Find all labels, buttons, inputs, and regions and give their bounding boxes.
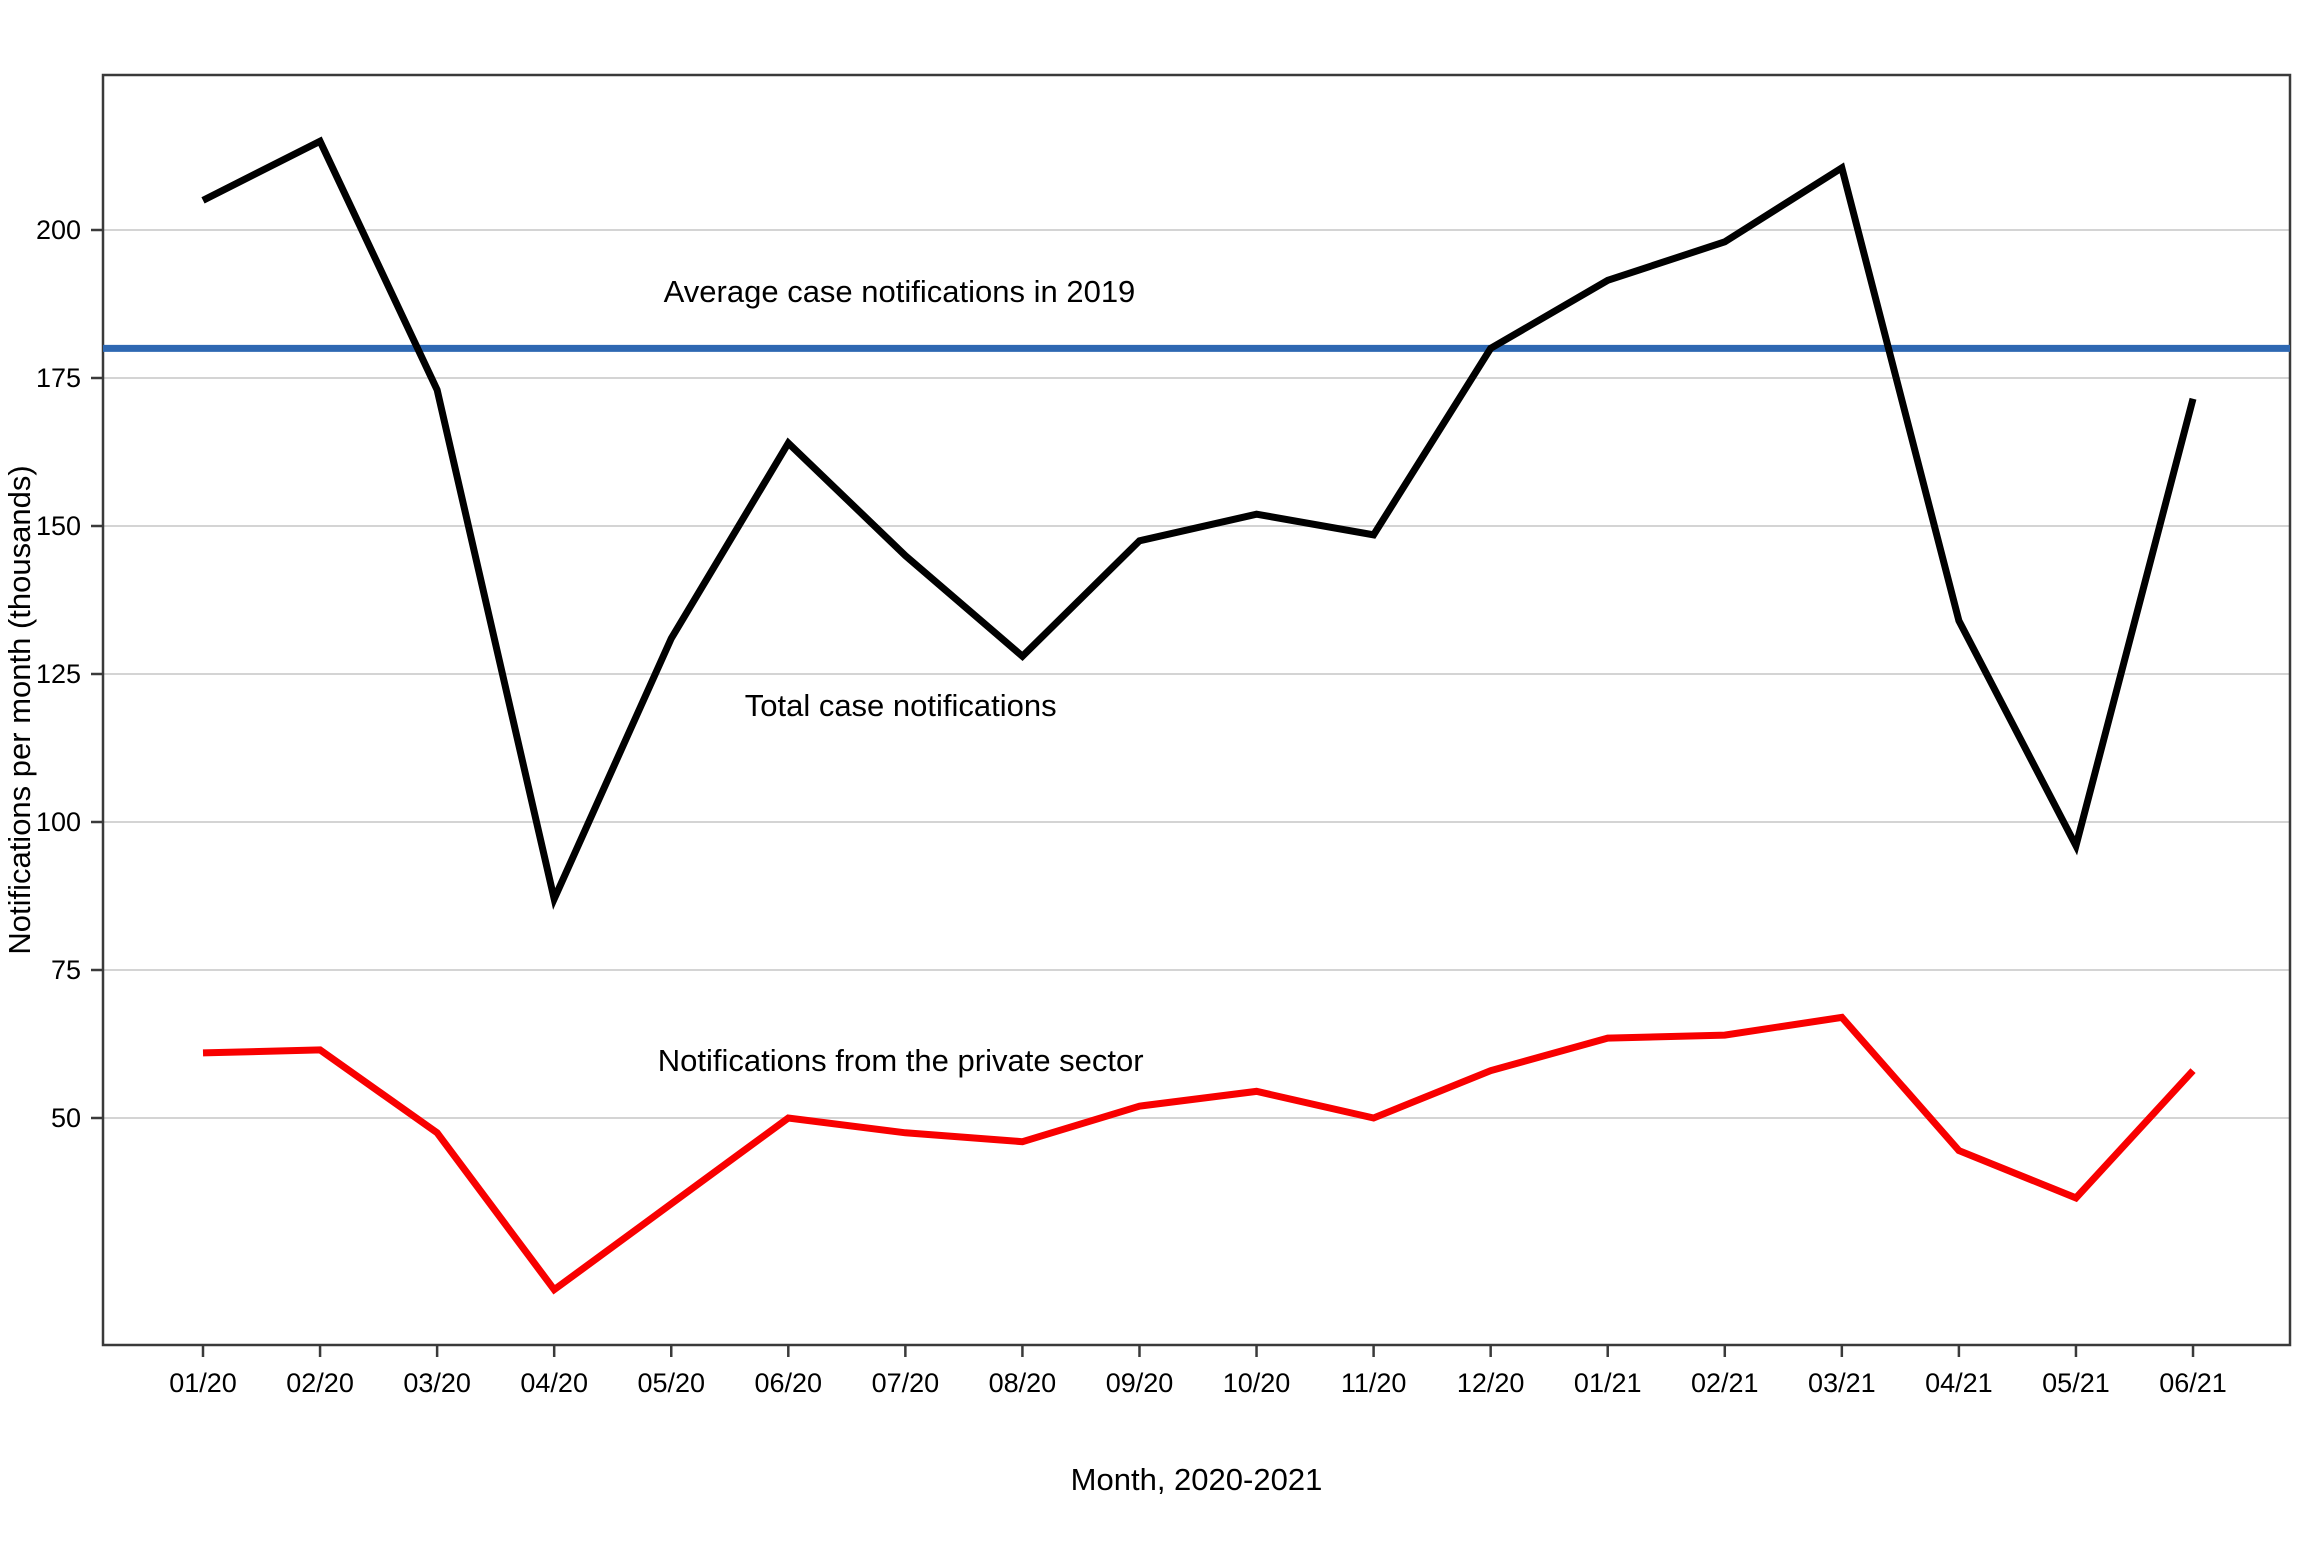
annotation-label: Average case notifications in 2019 xyxy=(664,274,1136,309)
x-tick-label: 03/21 xyxy=(1808,1368,1876,1398)
x-tick-label: 04/21 xyxy=(1925,1368,1993,1398)
y-tick-label: 200 xyxy=(36,215,81,245)
x-tick-label: 05/21 xyxy=(2042,1368,2110,1398)
x-tick-label: 06/20 xyxy=(755,1368,823,1398)
y-tick-label: 175 xyxy=(36,363,81,393)
annotation-label: Notifications from the private sector xyxy=(658,1043,1144,1078)
x-tick-label: 11/20 xyxy=(1341,1368,1407,1398)
y-tick-label: 50 xyxy=(51,1103,81,1133)
x-tick-label: 02/20 xyxy=(286,1368,354,1398)
x-tick-label: 12/20 xyxy=(1457,1368,1525,1398)
x-tick-label: 04/20 xyxy=(520,1368,588,1398)
y-tick-label: 100 xyxy=(36,807,81,837)
x-tick-label: 09/20 xyxy=(1106,1368,1174,1398)
x-axis-title: Month, 2020-2021 xyxy=(1071,1462,1323,1497)
x-tick-label: 01/20 xyxy=(169,1368,237,1398)
y-tick-label: 150 xyxy=(36,511,81,541)
y-tick-label: 125 xyxy=(36,659,81,689)
y-tick-label: 75 xyxy=(51,955,81,985)
y-axis-title: Notifications per month (thousands) xyxy=(2,465,37,954)
x-tick-label: 05/20 xyxy=(637,1368,705,1398)
x-tick-label: 08/20 xyxy=(989,1368,1057,1398)
x-tick-label: 10/20 xyxy=(1223,1368,1291,1398)
x-tick-label: 01/21 xyxy=(1574,1368,1642,1398)
x-tick-label: 02/21 xyxy=(1691,1368,1759,1398)
series-line-total-case-notifications xyxy=(201,136,2197,910)
annotation-label: Total case notifications xyxy=(745,688,1057,723)
x-tick-label: 03/20 xyxy=(403,1368,471,1398)
plot-border xyxy=(101,73,2292,1347)
series-line-notifications-from-the-private-sector xyxy=(202,1013,2196,1295)
x-tick-label: 06/21 xyxy=(2159,1368,2227,1398)
x-tick-label: 07/20 xyxy=(872,1368,940,1398)
